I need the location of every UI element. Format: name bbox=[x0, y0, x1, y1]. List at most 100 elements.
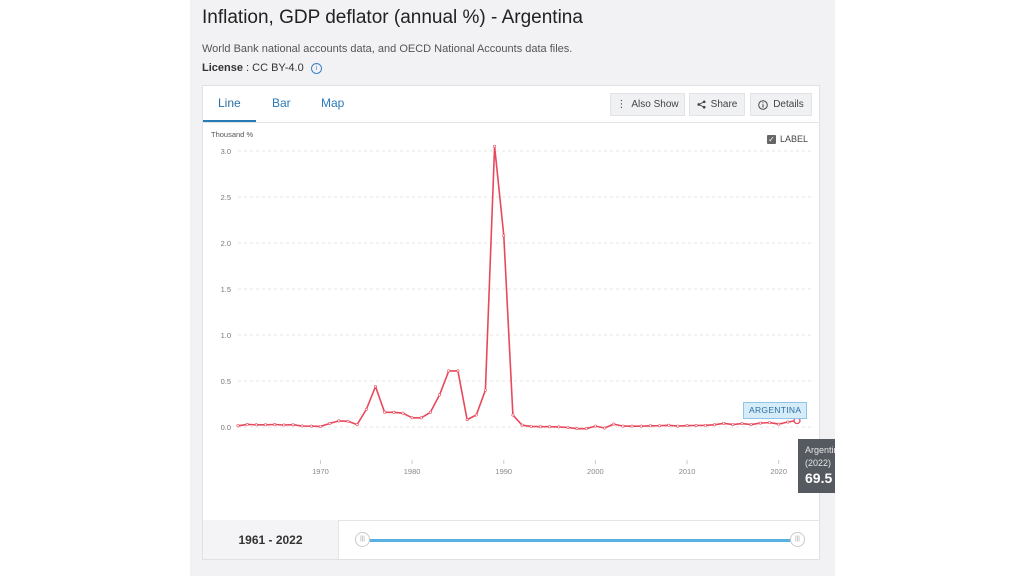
data-point bbox=[346, 419, 350, 423]
y-axis-label: Thousand % bbox=[211, 130, 253, 139]
data-point bbox=[703, 423, 707, 427]
data-point bbox=[337, 419, 341, 423]
data-point bbox=[667, 423, 671, 427]
data-point bbox=[557, 425, 561, 429]
x-tick-label: 2000 bbox=[587, 467, 604, 476]
data-point bbox=[328, 422, 332, 426]
x-tick-label: 1990 bbox=[495, 467, 512, 476]
share-button[interactable]: Share bbox=[689, 93, 745, 116]
data-point bbox=[474, 413, 478, 417]
range-bar bbox=[203, 520, 819, 560]
x-tick-label: 2010 bbox=[679, 467, 696, 476]
data-point bbox=[300, 424, 304, 428]
data-point bbox=[254, 423, 258, 427]
data-point bbox=[273, 423, 277, 427]
active-tab-indicator bbox=[203, 120, 256, 122]
tooltip-country: Argentina bbox=[805, 445, 835, 455]
data-point bbox=[483, 388, 487, 392]
data-point bbox=[713, 423, 717, 427]
data-point bbox=[777, 422, 781, 426]
details-label: Details bbox=[773, 99, 804, 110]
data-point bbox=[685, 424, 689, 428]
tooltip-value: 69.5 bbox=[805, 470, 833, 486]
data-point bbox=[419, 416, 423, 420]
data-point bbox=[593, 424, 597, 428]
details-button[interactable]: Details bbox=[750, 93, 812, 116]
label-toggle[interactable]: ✓ LABEL bbox=[767, 134, 808, 144]
tab-line[interactable]: Line bbox=[218, 96, 241, 110]
tabs-divider bbox=[203, 122, 819, 123]
info-icon[interactable]: i bbox=[310, 63, 322, 74]
data-point bbox=[603, 426, 607, 430]
x-tick-label: 2020 bbox=[770, 467, 787, 476]
data-point bbox=[612, 422, 616, 426]
data-point bbox=[548, 425, 552, 429]
data-point bbox=[236, 424, 240, 428]
data-point bbox=[392, 410, 396, 414]
info-circle-icon bbox=[758, 99, 769, 110]
license-value: : CC BY-4.0 bbox=[246, 62, 304, 74]
data-point bbox=[502, 234, 506, 238]
data-point bbox=[731, 423, 735, 427]
data-point bbox=[438, 393, 442, 397]
data-point bbox=[282, 423, 286, 427]
checkbox-checked-icon[interactable]: ✓ bbox=[767, 134, 776, 144]
more-vertical-icon: ⋮ bbox=[616, 99, 627, 110]
chart-card bbox=[202, 85, 820, 560]
data-point bbox=[676, 424, 680, 428]
x-tick-label: 1970 bbox=[312, 467, 329, 476]
y-tick-label: 1.5 bbox=[221, 285, 231, 294]
data-point bbox=[410, 416, 414, 420]
data-point bbox=[648, 424, 652, 428]
data-point bbox=[465, 418, 469, 422]
source-text: World Bank national accounts data, and O… bbox=[202, 43, 573, 55]
data-point bbox=[658, 424, 662, 428]
share-icon bbox=[697, 100, 706, 109]
data-point bbox=[401, 411, 405, 415]
data-point bbox=[318, 424, 322, 428]
data-point bbox=[291, 423, 295, 427]
y-tick-label: 2.0 bbox=[221, 239, 231, 248]
y-tick-label: 0.5 bbox=[221, 377, 231, 386]
data-point bbox=[355, 423, 359, 427]
series-label-tag: ARGENTINA bbox=[743, 402, 808, 419]
y-tick-label: 3.0 bbox=[221, 147, 231, 156]
data-point bbox=[428, 410, 432, 414]
data-point bbox=[538, 425, 542, 429]
data-point bbox=[447, 369, 451, 373]
data-point bbox=[529, 424, 533, 428]
data-point bbox=[722, 421, 726, 425]
series-line-argentina bbox=[237, 145, 798, 430]
label-toggle-text: LABEL bbox=[780, 134, 809, 144]
share-label: Share bbox=[710, 99, 738, 110]
data-point bbox=[786, 420, 790, 424]
range-end-handle[interactable]: ||| bbox=[790, 532, 805, 547]
tab-bar[interactable]: Bar bbox=[272, 96, 291, 110]
data-point bbox=[584, 427, 588, 431]
range-slider-track[interactable] bbox=[362, 539, 798, 542]
data-point bbox=[575, 427, 579, 431]
data-point bbox=[383, 410, 387, 414]
y-tick-label: 2.5 bbox=[221, 193, 231, 202]
data-point bbox=[309, 424, 313, 428]
range-start-handle[interactable]: ||| bbox=[355, 532, 370, 547]
data-point bbox=[639, 424, 643, 428]
data-point bbox=[566, 425, 570, 429]
tab-map[interactable]: Map bbox=[321, 96, 345, 110]
page-title: Inflation, GDP deflator (annual %) - Arg… bbox=[202, 7, 583, 28]
y-tick-label: 0.0 bbox=[221, 423, 231, 432]
data-point bbox=[621, 424, 625, 428]
data-point bbox=[511, 413, 515, 417]
data-point bbox=[758, 421, 762, 425]
x-tick-label: 1980 bbox=[404, 467, 421, 476]
data-point bbox=[263, 423, 267, 427]
value-tooltip: Argentina (2022) 69.5 bbox=[798, 439, 835, 493]
range-text: 1961 - 2022 bbox=[203, 520, 339, 559]
tooltip-year: (2022) bbox=[805, 458, 832, 468]
data-point bbox=[630, 424, 634, 428]
y-tick-label: 1.0 bbox=[221, 331, 231, 340]
data-point bbox=[493, 144, 497, 148]
also-show-button[interactable]: ⋮ Also Show bbox=[610, 93, 685, 116]
data-point bbox=[694, 424, 698, 428]
